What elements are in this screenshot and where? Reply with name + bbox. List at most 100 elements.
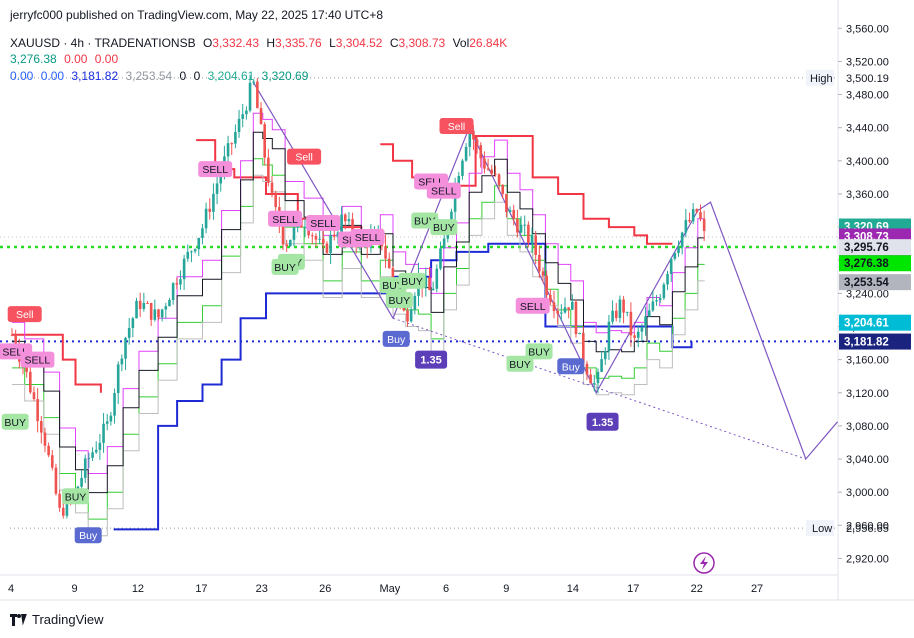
candle-body bbox=[351, 219, 354, 236]
low-value: 2,956.65 bbox=[846, 523, 889, 535]
signal-buy2-bg bbox=[557, 358, 585, 375]
signal-buy: BUY bbox=[274, 262, 296, 274]
candle-body bbox=[618, 299, 622, 319]
low-tag: Low bbox=[812, 523, 832, 535]
signal-buy-bg bbox=[506, 355, 534, 372]
candle-body bbox=[490, 169, 494, 174]
candle-body bbox=[669, 258, 673, 274]
candle-body bbox=[270, 182, 274, 193]
high-value: 3,500.19 bbox=[846, 73, 889, 85]
price-tag-bg bbox=[839, 314, 911, 331]
signal-sell: Sell bbox=[295, 152, 313, 164]
candle-body bbox=[666, 273, 669, 285]
candle-body bbox=[113, 393, 116, 416]
candle-body bbox=[435, 268, 439, 289]
signal-buy-bg bbox=[62, 488, 89, 505]
candle-body bbox=[160, 309, 164, 318]
candle-body bbox=[146, 302, 149, 304]
signal-sell2-bg bbox=[426, 182, 461, 199]
signal-sell2: SELL bbox=[272, 214, 298, 226]
ind2-value-7: 3,204.61 bbox=[207, 69, 255, 83]
candle-body bbox=[25, 365, 28, 372]
y-tick-label: 3,480.00 bbox=[846, 90, 889, 102]
x-tick-label: 12 bbox=[132, 583, 144, 595]
ind1-value-1: 3,276.38 bbox=[10, 52, 57, 66]
y-tick-label: 3,120.00 bbox=[846, 388, 889, 400]
low-tag-bg bbox=[806, 520, 834, 537]
candle-body bbox=[47, 445, 50, 456]
candle-body bbox=[596, 371, 600, 384]
candle-body bbox=[428, 277, 431, 290]
candle-body bbox=[193, 249, 197, 252]
candle-body bbox=[545, 275, 548, 296]
candle-body bbox=[523, 224, 527, 226]
candle-body bbox=[483, 158, 486, 169]
candle-body bbox=[98, 442, 102, 450]
candle-body bbox=[182, 258, 186, 280]
published-line: jerryfc000 published on TradingView.com,… bbox=[10, 8, 383, 22]
candle-body bbox=[39, 421, 43, 433]
candle-body bbox=[171, 283, 175, 300]
candle-body bbox=[116, 364, 120, 394]
signal-sell-bg bbox=[439, 118, 474, 135]
candle-body bbox=[10, 334, 14, 336]
x-tick-label: 9 bbox=[503, 583, 509, 595]
candle-body bbox=[285, 244, 288, 247]
volume-value: Vol26.84K bbox=[452, 36, 508, 50]
candle-body bbox=[248, 82, 252, 111]
candle-body bbox=[343, 214, 347, 222]
high-tag-bg bbox=[806, 69, 834, 86]
wave-ratio-label: 1.35 bbox=[592, 417, 613, 429]
price-tag-bg bbox=[839, 274, 911, 291]
signal-buy: BUY bbox=[414, 215, 436, 227]
candle-body bbox=[505, 193, 508, 213]
ind2-value-2: 0.00 bbox=[40, 69, 65, 83]
candle-body bbox=[424, 277, 428, 288]
candle-body bbox=[406, 310, 409, 322]
candle-body bbox=[607, 321, 611, 351]
signal-sell2-bg bbox=[350, 229, 385, 246]
candle-body bbox=[208, 208, 212, 212]
candle-body bbox=[135, 300, 138, 319]
candle-body bbox=[472, 130, 475, 140]
candle-body bbox=[87, 457, 91, 459]
candle-body bbox=[43, 432, 47, 446]
trend-dotted-line bbox=[392, 317, 806, 460]
y-tick-label: 3,440.00 bbox=[846, 123, 889, 135]
candle-body bbox=[461, 160, 464, 176]
tradingview-logo[interactable]: TradingView bbox=[10, 612, 104, 627]
candle-body bbox=[65, 496, 69, 516]
candle-body bbox=[603, 350, 607, 360]
signal-sell2: SELL bbox=[310, 218, 336, 230]
candle-body bbox=[636, 331, 640, 338]
candle-body bbox=[497, 174, 501, 185]
y-tick-label: 3,520.00 bbox=[846, 56, 889, 68]
indicator-legend-1: 3,276.38 0.00 0.00 bbox=[10, 52, 122, 66]
candles bbox=[10, 75, 706, 519]
ind2-value-3: 3,181.82 bbox=[71, 69, 119, 83]
candle-body bbox=[274, 192, 277, 208]
candle-body bbox=[600, 359, 603, 372]
candle-body bbox=[644, 316, 647, 328]
price-tag: 3,295.76 bbox=[844, 242, 889, 254]
candle-body bbox=[541, 271, 545, 276]
candle-body bbox=[508, 210, 512, 213]
ind2-value-8: 3,320.69 bbox=[261, 69, 309, 83]
signal-buy-bg bbox=[398, 272, 426, 289]
signal-buy2: Buy bbox=[79, 530, 98, 542]
candle-body bbox=[230, 143, 234, 145]
candle-body bbox=[391, 268, 395, 286]
candle-body bbox=[662, 284, 666, 299]
signal-buy2: Buy bbox=[387, 334, 406, 346]
candle-body bbox=[289, 239, 292, 247]
tradingview-logo-icon bbox=[10, 613, 28, 626]
symbol-label: XAUUSD · 4h · TRADENATIONSB bbox=[10, 36, 196, 50]
wave-ratio-bg bbox=[415, 350, 448, 369]
signal-buy: BUY bbox=[4, 417, 26, 429]
y-tick-label: 3,240.00 bbox=[846, 288, 889, 300]
candle-body bbox=[516, 218, 519, 233]
candle-body bbox=[384, 246, 387, 259]
wave-ratio-bg bbox=[586, 412, 619, 431]
candle-body bbox=[457, 175, 461, 184]
